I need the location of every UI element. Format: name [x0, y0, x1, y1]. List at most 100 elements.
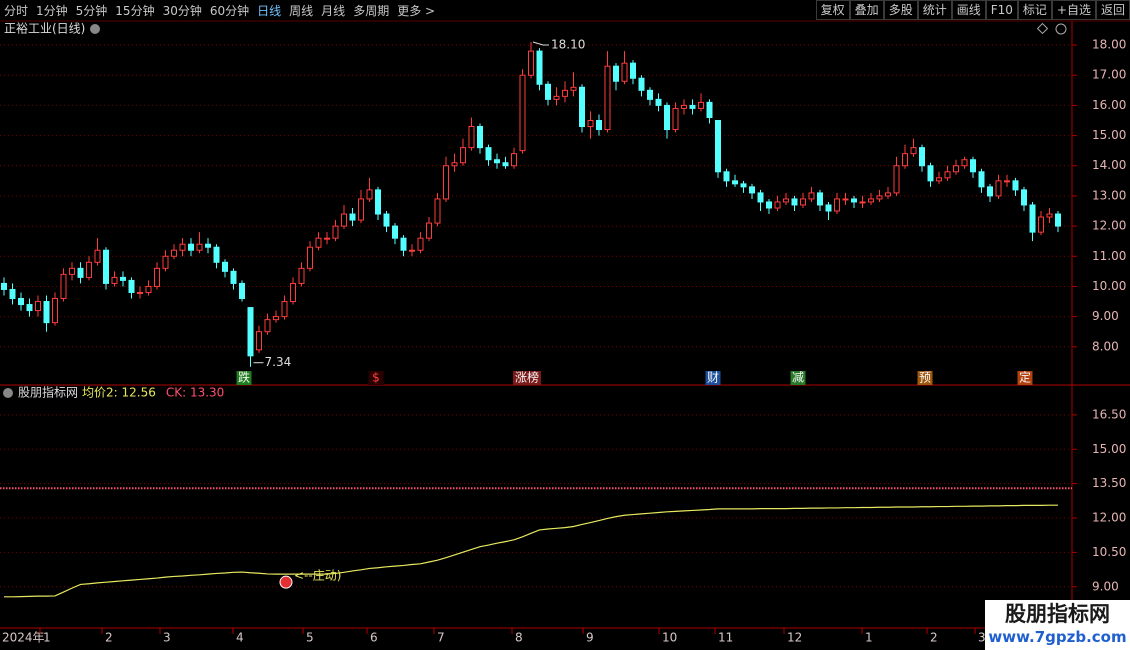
candle-body: [961, 159, 968, 167]
candle-body: [800, 198, 806, 206]
toolbar: 分时 1分钟 5分钟 15分钟 30分钟 60分钟 日线 周线 月线 多周期 更多 > 复权 叠加 多股…: [0, 0, 1130, 20]
candle-body: [511, 153, 517, 167]
tool-button[interactable]: +自选: [1051, 0, 1096, 20]
x-tick-label: 1: [865, 631, 873, 645]
tool-button[interactable]: 统计: [917, 0, 952, 20]
legend-entry: 均价2: 12.56: [82, 386, 156, 400]
period-tab[interactable]: 更多 >: [397, 3, 436, 18]
y-tick-label: 10.00: [1092, 279, 1126, 293]
candle-body: [715, 119, 721, 173]
candle-body: [77, 267, 84, 278]
candle-body: [477, 126, 483, 149]
annotation: 18.10: [551, 38, 585, 52]
candle-body: [358, 198, 364, 221]
period-tab[interactable]: 60分钟: [209, 3, 250, 18]
candle-body: [205, 243, 211, 248]
tool-button[interactable]: 画线: [951, 0, 986, 20]
y-tick-label: 8.00: [1092, 339, 1119, 353]
candle-body: [451, 162, 458, 167]
event-marker: [1017, 371, 1033, 385]
tool-button[interactable]: F10: [985, 0, 1018, 20]
candle-body: [264, 319, 271, 333]
candle-body: [987, 186, 993, 197]
candle-body: [103, 249, 109, 284]
candle-body: [1038, 216, 1044, 233]
indicator-icon[interactable]: [3, 388, 13, 398]
period-tab[interactable]: 30分钟: [162, 3, 202, 18]
event-marker: [236, 371, 252, 385]
legend-entry: CK: 13.30: [166, 386, 224, 400]
candle-body: [196, 243, 203, 251]
candle-body: [43, 301, 50, 324]
candle-body: [26, 304, 33, 312]
candle-body: [927, 165, 934, 182]
tool-button[interactable]: 叠加: [849, 0, 884, 20]
y-tick-label: 15.00: [1092, 442, 1126, 456]
candle-body: [9, 288, 16, 300]
candle-body: [171, 249, 177, 257]
candle-body: [18, 298, 24, 306]
candle-body: [757, 192, 764, 203]
candle-body: [910, 147, 917, 155]
candle-body: [1029, 204, 1036, 233]
x-tick-label: 4: [236, 631, 244, 645]
candle-body: [647, 89, 653, 100]
event-marker: [705, 371, 721, 385]
x-tick-label: 3: [163, 631, 171, 645]
y-tick-label: 11.00: [1092, 249, 1126, 263]
add-icon[interactable]: [1055, 23, 1067, 35]
tool-button[interactable]: 复权: [815, 0, 850, 20]
y-tick-label: 17.00: [1092, 68, 1126, 82]
candle-body: [842, 198, 849, 201]
diamond-icon[interactable]: [1036, 22, 1049, 35]
period-tab[interactable]: 15分钟: [115, 3, 155, 18]
candle-body: [885, 192, 891, 197]
period-tab[interactable]: 日线: [257, 3, 282, 18]
candle-body: [876, 195, 883, 200]
candle-body: [587, 119, 594, 128]
x-tick-label: 3: [978, 631, 986, 645]
candle-body: [825, 204, 832, 212]
tool-button[interactable]: 多股: [883, 0, 918, 20]
candle-body: [1055, 213, 1061, 227]
candle-body: [859, 201, 866, 204]
x-tick-label: 2: [105, 631, 113, 645]
candle-body: [137, 291, 143, 294]
event-label: 预: [919, 371, 931, 385]
y-tick-label: 14.00: [1092, 158, 1126, 172]
signal-ball: [279, 575, 293, 589]
period-tab[interactable]: 分时: [4, 3, 29, 18]
candle-body: [740, 183, 747, 188]
candle-body: [723, 171, 730, 182]
period-tab[interactable]: 1分钟: [36, 3, 68, 18]
candle-body: [324, 237, 330, 240]
candle-body: [783, 198, 789, 203]
candle-body: [468, 126, 475, 149]
candle-body: [426, 222, 432, 239]
candle-body: [919, 147, 925, 167]
title-icon[interactable]: [90, 24, 100, 34]
candle-body: [834, 198, 840, 212]
period-tab[interactable]: 5分钟: [75, 3, 108, 18]
watermark: 股朋指标网 www.7gpzb.com: [985, 600, 1130, 650]
candle-body: [417, 237, 424, 251]
y-tick-label: 10.50: [1092, 545, 1126, 559]
candle-body: [817, 192, 823, 206]
candle-body: [732, 180, 738, 185]
watermark-url: www.7gpzb.com: [988, 628, 1127, 646]
tool-button[interactable]: 返回: [1095, 0, 1130, 20]
period-tab[interactable]: 周线: [289, 3, 314, 18]
candle-body: [392, 225, 398, 239]
x-tick-label: 5: [306, 631, 314, 645]
period-tabs: 分时 1分钟 5分钟 15分钟 30分钟 60分钟 日线 周线 月线 多周期 更多 >: [0, 0, 439, 20]
tool-button[interactable]: 标记: [1017, 0, 1052, 20]
candle-body: [494, 159, 500, 164]
candle-body: [35, 301, 41, 312]
x-tick-label: 10: [662, 631, 677, 645]
period-tab[interactable]: 多周期: [353, 3, 390, 18]
candle-body: [672, 107, 679, 131]
candle-body: [111, 276, 118, 284]
period-tab[interactable]: 月线: [321, 3, 346, 18]
candle-body: [553, 95, 560, 100]
